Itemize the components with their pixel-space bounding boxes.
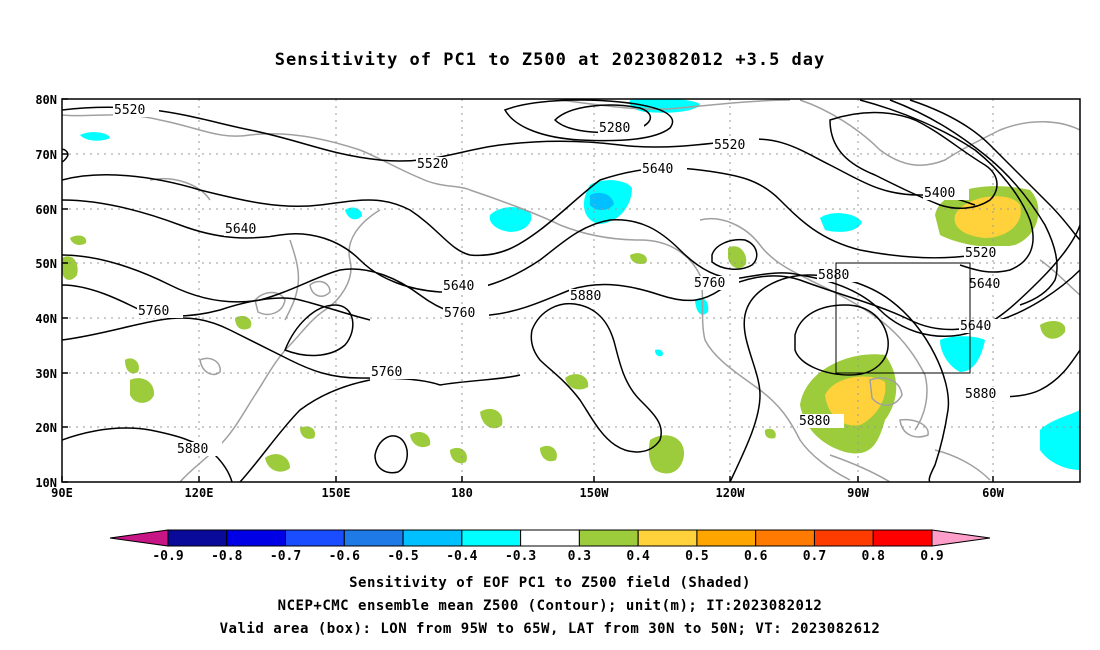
colorbar-cell [402,529,463,547]
contour-label: 5640 [960,319,991,334]
colorbar-cell [872,529,933,547]
colorbar-cell [520,529,580,547]
contour-label: 5400 [924,186,955,201]
lat-label: 50N [35,257,57,271]
lat-label: 80N [35,93,57,107]
colorbar-tick-label: 0.4 [626,549,650,564]
colorbar-tick-label: -0.5 [387,549,418,564]
colorbar-cell [813,529,874,547]
colorbar-cell [167,529,228,547]
lon-label: 180 [451,486,473,500]
colorbar-tick-label: -0.3 [505,549,536,564]
map-frame [61,98,1081,483]
colorbar-cell [226,529,287,547]
contour-label: 5280 [599,121,630,136]
contour-label: 5520 [965,246,996,261]
contour-label: 5880 [799,414,830,429]
lon-label: 90W [847,486,869,500]
contour-label: 5760 [444,306,475,321]
colorbar-cell [755,529,815,547]
contour-label: 5640 [225,222,256,237]
colorbar-tick-label: -0.8 [211,549,242,564]
colorbar-tick-label: 0.7 [803,549,826,564]
colorbar-low-arrow [109,529,169,547]
colorbar: -0.9 -0.8 -0.7 -0.6 -0.5 -0.4 -0.3 0.3 0.4 0.5 0.6… [109,529,991,564]
contour-label: 5520 [417,157,448,172]
contour-label: 5880 [177,442,208,457]
colorbar-cell [696,529,757,547]
colorbar-cell [285,529,345,547]
colorbar-cell [637,529,698,547]
lon-label: 120W [716,486,746,500]
lat-label: 10N [35,476,57,490]
longitude-labels: 90E 120E 150E 180 150W 120W 90W 60W [51,486,1004,500]
colorbar-tick-label: -0.4 [446,549,477,564]
contour-label: 5640 [969,277,1000,292]
caption-shading: Sensitivity of EOF PC1 to Z500 field (Sh… [349,575,751,591]
axis-ticks [61,98,994,483]
latitude-labels: 80N 70N 60N 50N 40N 30N 20N 10N [35,93,57,490]
contour-label: 5760 [138,304,169,319]
colorbar-tick-label: 0.5 [685,549,708,564]
lon-label: 150W [580,486,610,500]
colorbar-tick-label: -0.7 [270,549,301,564]
contour-label: 5880 [570,289,601,304]
lat-label: 70N [35,148,57,162]
caption-valid-area: Valid area (box): LON from 95W to 65W, L… [219,621,881,637]
contour-label: 5640 [642,162,673,177]
caption-contour: NCEP+CMC ensemble mean Z500 (Contour); u… [277,598,823,614]
map-title: Sensitivity of PC1 to Z500 at 2023082012… [274,50,826,70]
colorbar-high-arrow [931,529,991,547]
lon-label: 90E [51,486,73,500]
contour-label: 5760 [694,276,725,291]
coastlines [62,99,1080,482]
colorbar-tick-label: 0.8 [861,549,885,564]
contour-label: 5760 [371,365,402,380]
lon-label: 120E [185,486,214,500]
colorbar-tick-label: 0.9 [920,549,943,564]
contour-label: 5520 [114,103,145,118]
colorbar-tick-label: 0.6 [744,549,768,564]
lat-label: 40N [35,312,57,326]
colorbar-tick-label: -0.9 [152,549,183,564]
colorbar-tick-label: -0.6 [329,549,360,564]
lat-label: 30N [35,367,57,381]
z500-contours [62,99,1080,482]
contour-label: 5880 [818,268,849,283]
contour-label: 5640 [443,279,474,294]
contour-label: 5880 [965,387,996,402]
lat-label: 60N [35,203,57,217]
lat-label: 20N [35,421,57,435]
colorbar-cell [343,529,404,547]
colorbar-cell [461,529,522,547]
colorbar-cell [578,529,639,547]
lon-label: 60W [982,486,1004,500]
sensitivity-shading [62,99,1080,474]
valid-area-box [835,262,971,374]
contour-label: 5520 [714,138,745,153]
lon-label: 150E [322,486,351,500]
colorbar-tick-label: 0.3 [568,549,591,564]
